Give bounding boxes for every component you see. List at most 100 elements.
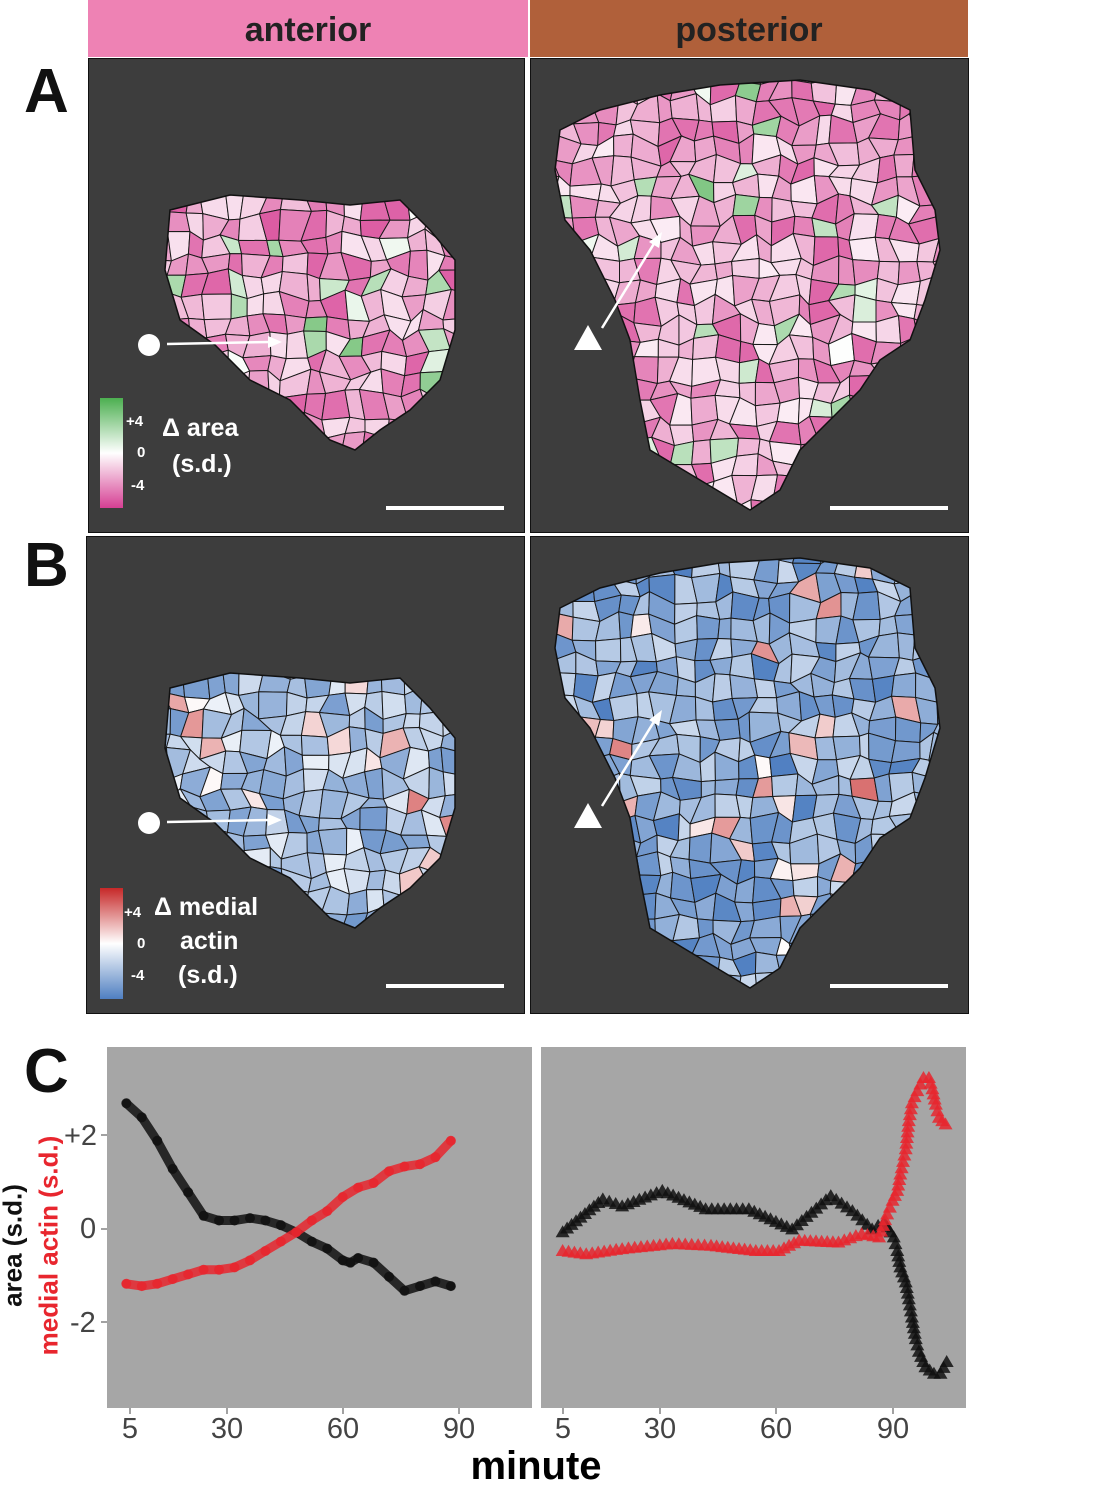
data-point [260,1245,271,1256]
data-point-interp [906,1321,921,1334]
data-point [910,1084,925,1097]
data-point [306,1236,317,1247]
data-point [121,1278,132,1289]
data-point-interp [905,1315,920,1328]
data-point [244,1255,255,1266]
data-point-interp [899,1280,914,1293]
data-point-interp [902,1298,917,1311]
cell [936,698,940,726]
arrow-line [166,818,271,824]
data-point [886,1230,901,1243]
data-point [890,1243,905,1256]
x-title: minute [470,1444,602,1488]
plot-bg-posterior [541,1047,966,1408]
arrow-head-icon [268,814,282,826]
arrow-head-icon [649,232,662,248]
data-point-interp [882,1200,897,1213]
data-point [384,1271,395,1282]
data-point-interp [927,1092,942,1105]
xtick-label: 60 [326,1413,360,1445]
cell-maps [138,79,948,989]
colorbar-actin [100,888,123,999]
data-point [152,1135,163,1146]
data-point [893,1167,908,1180]
data-point [414,1281,425,1292]
y-title-actin: medial actin (s.d.) [33,1135,64,1356]
cell [442,317,455,341]
panel-label-b: B [24,531,69,600]
data-point [198,1210,209,1221]
cell [442,288,455,321]
anterior-marker-circle-icon [138,334,160,356]
cell [442,771,455,797]
posterior-marker-triangle-icon [574,325,602,350]
cell [442,327,455,355]
data-point [229,1262,240,1273]
header-posterior: posterior [530,0,968,57]
data-point [322,1206,333,1217]
data-point-interp [894,1161,909,1174]
data-point-interp [910,1338,925,1351]
legend-b-title2: actin [180,927,239,955]
data-point [136,1112,147,1123]
data-point-interp [897,1148,912,1161]
data-point [353,1252,364,1263]
data-point [901,1292,916,1305]
data-point-interp [903,1304,918,1317]
data-point [275,1236,286,1247]
anterior-marker-circle-icon [138,812,160,834]
legend-a-title: Δ area [162,414,239,442]
legend-a-minus: -4 [131,477,145,494]
cell [933,711,940,745]
arrow-head-icon [649,710,662,726]
plot-bg-anterior [107,1047,532,1408]
data-point [136,1281,147,1292]
scale-bar [830,984,948,988]
data-point [368,1177,379,1188]
data-point [167,1274,178,1285]
data-point [275,1220,286,1231]
data-point [430,1276,441,1287]
legend-b-title: Δ medial [154,893,259,921]
posterior-marker-triangle-icon [574,803,602,828]
xtick-label: 30 [210,1413,244,1445]
data-point [244,1213,255,1224]
cell [438,255,455,271]
data-point [399,1285,410,1296]
cell [438,269,455,294]
series-line [121,1136,456,1291]
data-point [880,1207,895,1220]
legend-a-unit: (s.d.) [172,450,232,478]
data-point [345,1257,356,1268]
ytick-m2: -2 [70,1307,96,1339]
cell [339,431,366,450]
data-point [291,1227,302,1238]
legend-b-zero: 0 [137,935,146,952]
data-point [939,1355,954,1368]
arrow-line [600,719,657,807]
data-point [445,1281,456,1292]
legend-a-plus: +4 [126,413,144,430]
data-point [260,1215,271,1226]
legend-b-unit: (s.d.) [178,961,238,989]
xtick-label: 90 [876,1413,910,1445]
scale-bar [386,506,504,510]
arrow-head-icon [268,336,282,348]
data-point [928,1097,943,1110]
data-point [938,1117,953,1130]
data-point [183,1269,194,1280]
data-point [214,1264,225,1275]
y-title-area: area (s.d.) [0,1184,28,1307]
header-anterior: anterior [88,0,528,57]
data-point [229,1215,240,1226]
data-point [445,1135,456,1146]
data-point [214,1215,225,1226]
ytick-p2: +2 [64,1120,98,1152]
data-point [414,1159,425,1170]
data-point-interp [930,1104,945,1117]
data-point [167,1163,178,1174]
data-point-interp [907,1326,922,1339]
cell [338,912,369,928]
panel-label-a: A [24,57,69,126]
